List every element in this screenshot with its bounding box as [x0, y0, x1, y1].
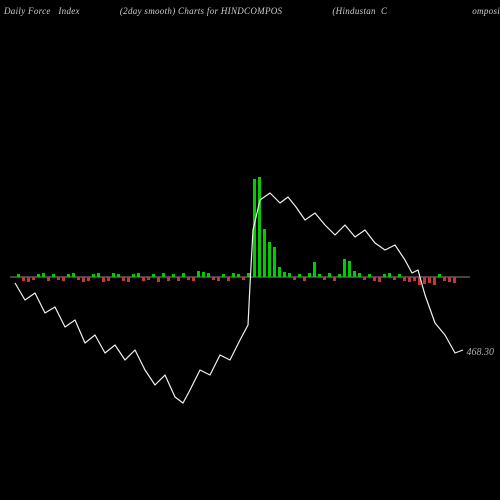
title-part4: omposit	[472, 6, 500, 16]
title-part3: (Hindustan C	[332, 6, 387, 16]
title-part1: Daily Force Index	[4, 6, 80, 16]
chart-header: Daily Force Index (2day smooth) Charts f…	[0, 6, 500, 16]
title-part2: (2day smooth) Charts for HINDCOMPOS	[120, 6, 283, 16]
chart-area: 468.30	[0, 25, 500, 495]
price-value-label: 468.30	[467, 347, 495, 358]
force-index-chart	[0, 25, 500, 495]
